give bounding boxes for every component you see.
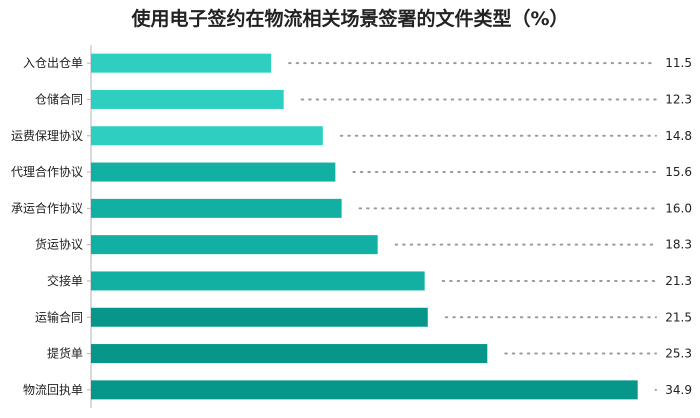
value-label-6: 18.3 xyxy=(665,238,692,252)
value-label-5: 16.0 xyxy=(665,201,692,215)
bar-6 xyxy=(91,235,378,255)
category-label-10: 物流回执单 xyxy=(23,383,83,397)
category-label-3: 运费保理协议 xyxy=(11,128,83,143)
value-label-7: 21.3 xyxy=(665,274,692,288)
category-label-2: 仓储合同 xyxy=(35,91,83,106)
category-label-4: 代理合作协议 xyxy=(11,164,83,179)
bar-10 xyxy=(91,380,638,400)
bar-3 xyxy=(91,126,323,146)
bar-8 xyxy=(91,307,428,327)
bar-7 xyxy=(91,271,425,291)
value-label-3: 14.8 xyxy=(665,129,692,143)
category-label-1: 入仓出仓单 xyxy=(23,56,83,70)
category-label-5: 承运合作协议 xyxy=(11,200,83,215)
value-label-9: 25.3 xyxy=(665,347,692,361)
value-label-1: 11.5 xyxy=(665,56,692,70)
bar-2 xyxy=(91,89,284,109)
category-label-7: 交接单 xyxy=(47,273,83,288)
chart-title: 使用电子签约在物流相关场景签署的文件类型（%） xyxy=(131,8,569,30)
category-label-8: 运输合同 xyxy=(35,309,83,324)
value-label-8: 21.5 xyxy=(665,310,692,324)
bar-5 xyxy=(91,198,342,218)
bar-4 xyxy=(91,162,336,182)
value-label-2: 12.3 xyxy=(665,92,692,106)
category-label-9: 提货单 xyxy=(47,346,83,361)
bar-9 xyxy=(91,344,488,364)
bar-1 xyxy=(91,53,272,73)
category-label-6: 货运协议 xyxy=(35,237,83,252)
value-label-4: 15.6 xyxy=(665,165,692,179)
value-label-10: 34.9 xyxy=(665,383,692,397)
